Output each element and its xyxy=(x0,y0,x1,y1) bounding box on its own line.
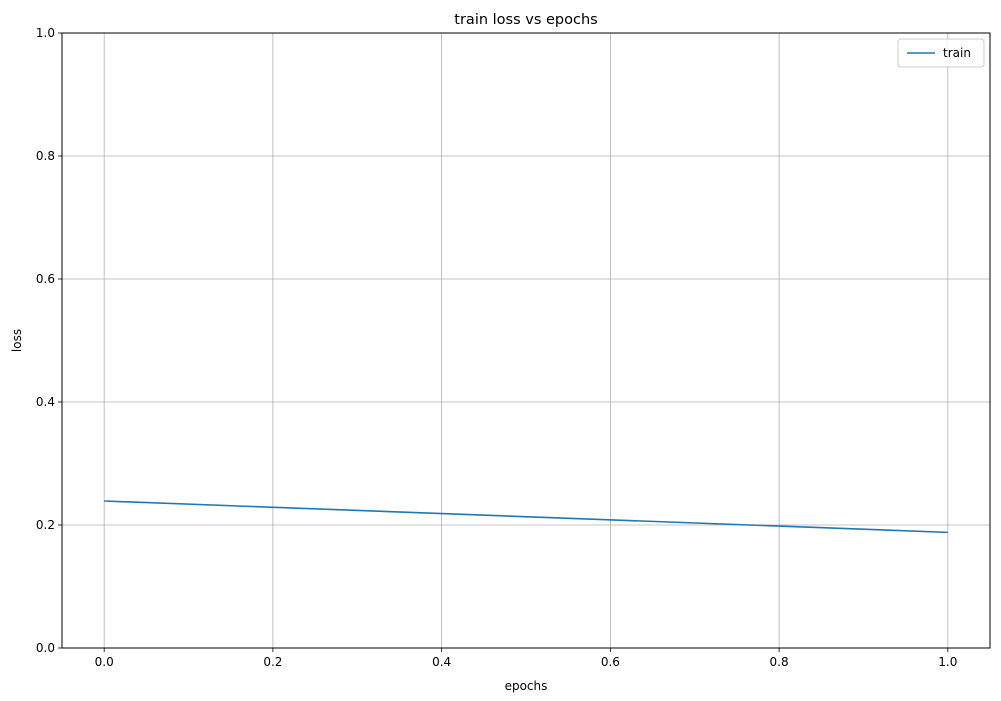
x-tick-label: 0.4 xyxy=(432,655,451,669)
y-tick-label: 0.6 xyxy=(36,272,55,286)
x-tick-label: 0.8 xyxy=(770,655,789,669)
x-tick-label: 0.6 xyxy=(601,655,620,669)
legend-box xyxy=(897,38,985,68)
series-line-train xyxy=(104,500,948,534)
x-tick-label: 0.2 xyxy=(263,655,282,669)
y-axis-ticks: 0.0 0.2 0.4 0.6 0.8 1.0 xyxy=(36,26,62,655)
x-axis-ticks: 0.0 0.2 0.4 0.6 0.8 1.0 xyxy=(95,648,957,669)
legend-label-train: train xyxy=(943,46,971,60)
series-layer xyxy=(104,500,948,534)
y-axis-label: loss xyxy=(10,329,24,352)
x-tick-label: 1.0 xyxy=(938,655,957,669)
y-tick-label: 0.8 xyxy=(36,149,55,163)
chart-title: train loss vs epochs xyxy=(454,12,597,28)
y-tick-label: 0.4 xyxy=(36,395,55,409)
plot-frame xyxy=(61,32,991,649)
x-tick-label: 0.0 xyxy=(95,655,114,669)
x-axis-label: epochs xyxy=(505,679,548,693)
legend: train xyxy=(897,38,985,68)
y-tick-label: 1.0 xyxy=(36,26,55,40)
y-tick-label: 0.2 xyxy=(36,518,55,532)
y-tick-label: 0.0 xyxy=(36,641,55,655)
